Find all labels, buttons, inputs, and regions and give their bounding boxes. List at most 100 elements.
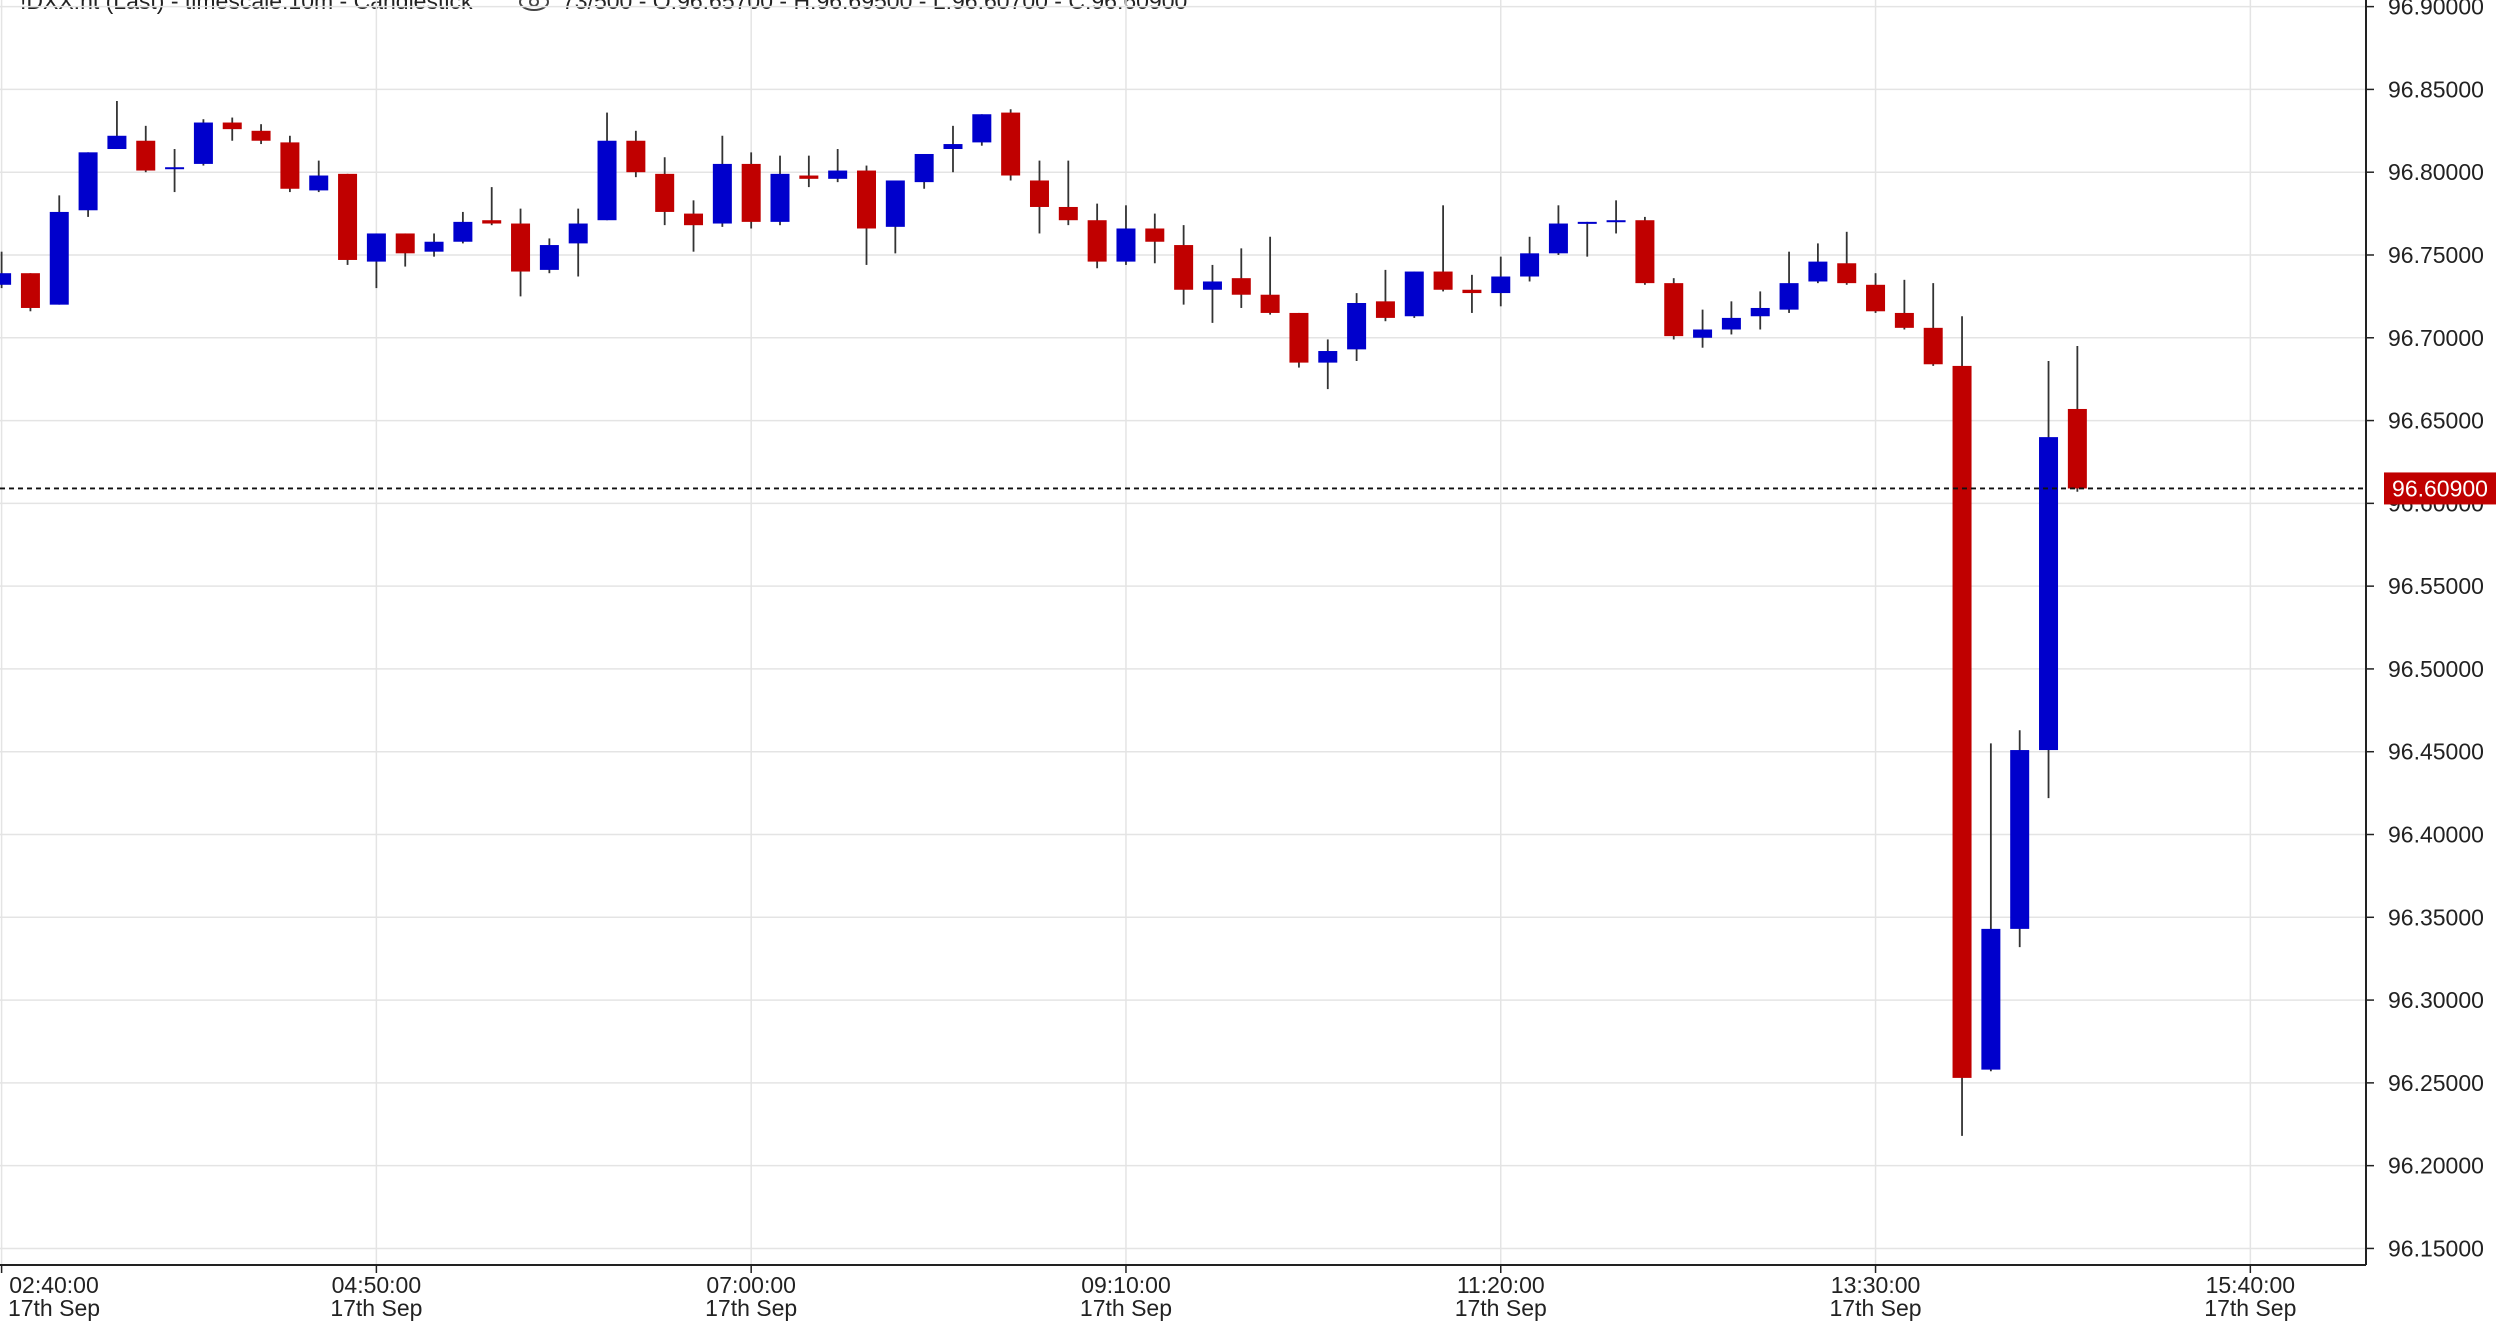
- candle-body: [1779, 283, 1799, 310]
- candle-body: [1029, 180, 1049, 207]
- candle-body: [1548, 223, 1568, 254]
- candle-body: [1462, 289, 1482, 294]
- x-tick-label: 04:50:00: [332, 1272, 422, 1298]
- y-tick-label: 96.30000: [2388, 987, 2484, 1013]
- candle-body: [366, 233, 386, 262]
- y-tick-label: 96.55000: [2388, 573, 2484, 599]
- candle-body: [1058, 206, 1078, 221]
- candle-body: [49, 211, 69, 305]
- y-tick-label: 96.20000: [2388, 1153, 2484, 1179]
- candle-body: [0, 273, 12, 285]
- candle-body: [626, 140, 646, 173]
- candle-body: [770, 173, 790, 222]
- y-tick-label: 96.70000: [2388, 325, 2484, 351]
- candle-body: [1433, 271, 1453, 290]
- candle-body: [1116, 228, 1136, 262]
- candle-body: [309, 175, 329, 191]
- y-tick-label: 96.25000: [2388, 1070, 2484, 1096]
- candle-body: [136, 140, 156, 171]
- x-tick-label: 17th Sep: [330, 1295, 422, 1321]
- candle-body: [2010, 750, 2030, 929]
- candle-body: [1520, 253, 1540, 277]
- x-tick-label: 13:30:00: [1831, 1272, 1921, 1298]
- x-tick-label: 17th Sep: [8, 1295, 100, 1321]
- candle-body: [222, 122, 242, 130]
- candle-body: [914, 153, 934, 183]
- y-tick-label: 96.35000: [2388, 904, 2484, 930]
- candle-body: [1260, 294, 1280, 313]
- candle-body: [1202, 281, 1222, 290]
- candle-body: [482, 220, 502, 224]
- x-tick-label: 11:20:00: [1457, 1272, 1545, 1298]
- candle-body: [1750, 307, 1770, 317]
- x-tick-label: 17th Sep: [1830, 1295, 1922, 1321]
- candle-body: [1664, 283, 1684, 337]
- x-tick-label: 02:40:00: [9, 1272, 99, 1298]
- candle-body: [1318, 351, 1338, 363]
- candle-body: [1952, 365, 1972, 1078]
- candle-body: [1894, 312, 1914, 328]
- y-tick-label: 96.50000: [2388, 656, 2484, 682]
- candle-body: [1721, 317, 1741, 330]
- x-tick-label: 07:00:00: [706, 1272, 796, 1298]
- candle-body: [828, 170, 848, 179]
- candle-body: [799, 175, 819, 179]
- candle-body: [424, 241, 444, 252]
- candle-body: [2067, 408, 2087, 489]
- candle-body: [712, 163, 732, 224]
- candle-body: [655, 173, 675, 212]
- candle-body: [1347, 303, 1367, 350]
- candle-body: [395, 233, 415, 254]
- candle-body: [943, 144, 963, 150]
- candle-body: [1866, 284, 1886, 312]
- x-tick-label: 17th Sep: [1455, 1295, 1547, 1321]
- candle-body: [280, 142, 300, 189]
- candle-body: [1491, 276, 1511, 294]
- candle-body: [885, 180, 905, 227]
- candle-body: [193, 122, 213, 164]
- candle-body: [2039, 437, 2059, 751]
- candle-body: [1837, 263, 1857, 284]
- candle-body: [741, 163, 761, 222]
- candle-body: [1174, 245, 1194, 290]
- candle-body: [684, 213, 704, 226]
- y-tick-label: 96.40000: [2388, 822, 2484, 848]
- y-tick-label: 96.80000: [2388, 159, 2484, 185]
- candle-body: [1577, 221, 1597, 224]
- candle-body: [1404, 271, 1424, 317]
- candle-body: [1808, 261, 1828, 282]
- candle-body: [453, 221, 473, 242]
- candle-body: [78, 152, 98, 211]
- y-tick-label: 96.75000: [2388, 242, 2484, 268]
- last-price-label: 96.60900: [2392, 475, 2488, 501]
- candle-body: [20, 273, 40, 308]
- candle-body: [857, 170, 876, 229]
- y-tick-label: 96.85000: [2388, 76, 2484, 102]
- x-tick-label: 15:40:00: [2206, 1272, 2296, 1298]
- y-tick-label: 96.90000: [2388, 0, 2484, 20]
- candle-body: [1087, 220, 1107, 262]
- candle-body: [1923, 327, 1943, 365]
- y-tick-label: 96.45000: [2388, 739, 2484, 765]
- candle-body: [568, 223, 588, 244]
- x-tick-label: 17th Sep: [705, 1295, 797, 1321]
- candle-body: [1375, 301, 1395, 318]
- candle-body: [1001, 112, 1021, 176]
- candle-body: [338, 173, 358, 260]
- candle-body: [1145, 228, 1165, 242]
- x-tick-label: 17th Sep: [2204, 1295, 2296, 1321]
- candle-body: [251, 130, 271, 141]
- candle-body: [1635, 220, 1655, 284]
- candle-body: [539, 245, 559, 270]
- candle-body: [1606, 220, 1626, 223]
- y-tick-label: 96.15000: [2388, 1235, 2484, 1261]
- x-tick-label: 09:10:00: [1081, 1272, 1171, 1298]
- x-tick-label: 17th Sep: [1080, 1295, 1172, 1321]
- candle-body: [165, 167, 185, 170]
- y-tick-label: 96.65000: [2388, 408, 2484, 434]
- candle-body: [1289, 312, 1309, 363]
- candle-body: [511, 223, 531, 272]
